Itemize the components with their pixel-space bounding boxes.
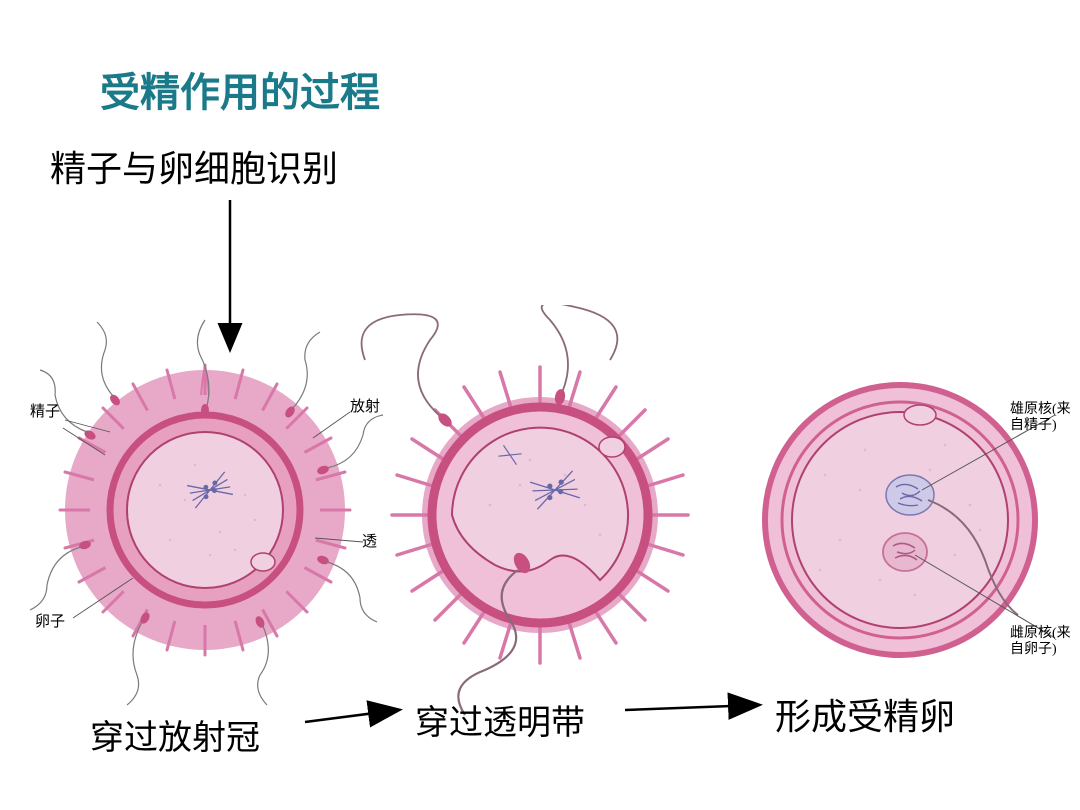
- label-sperm: 精子: [30, 400, 60, 421]
- step-2: 穿过透明带: [415, 695, 585, 744]
- label-egg: 卵子: [35, 610, 65, 631]
- label-female-pronucleus-2: 自卵子): [1010, 638, 1080, 658]
- label-male-pronucleus-2: 自精子): [1010, 414, 1080, 434]
- step-1: 穿过放射冠: [90, 710, 260, 759]
- cell-stage2: [330, 305, 750, 725]
- step-3: 形成受精卵: [775, 688, 955, 740]
